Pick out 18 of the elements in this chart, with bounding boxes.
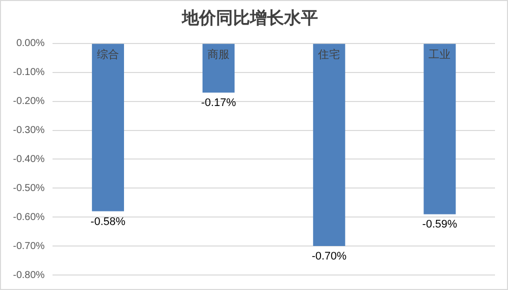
y-tick-label: -0.10% [12, 67, 45, 78]
y-tick-label: -0.20% [12, 96, 45, 108]
y-tick-label: -0.40% [12, 154, 45, 165]
x-tick-label: 住宅 [318, 48, 340, 61]
x-tick-label: 综合 [96, 48, 119, 61]
data-label: -0.70% [312, 250, 347, 263]
data-label: -0.17% [201, 97, 236, 110]
y-tick-label: -0.50% [12, 182, 45, 194]
y-tick-label: 0.00% [16, 38, 45, 50]
y-tick-label: -0.60% [12, 212, 45, 223]
y-tick-label: -0.70% [12, 240, 45, 252]
x-tick-label: 商服 [208, 48, 230, 61]
x-tick-label: 工业 [428, 48, 451, 61]
data-label: -0.58% [90, 216, 126, 228]
data-label: -0.59% [422, 218, 458, 231]
y-tick-label: -0.80% [12, 270, 45, 281]
chart-title: 地价同比增长水平 [181, 8, 318, 28]
y-tick-label: -0.30% [12, 125, 45, 136]
